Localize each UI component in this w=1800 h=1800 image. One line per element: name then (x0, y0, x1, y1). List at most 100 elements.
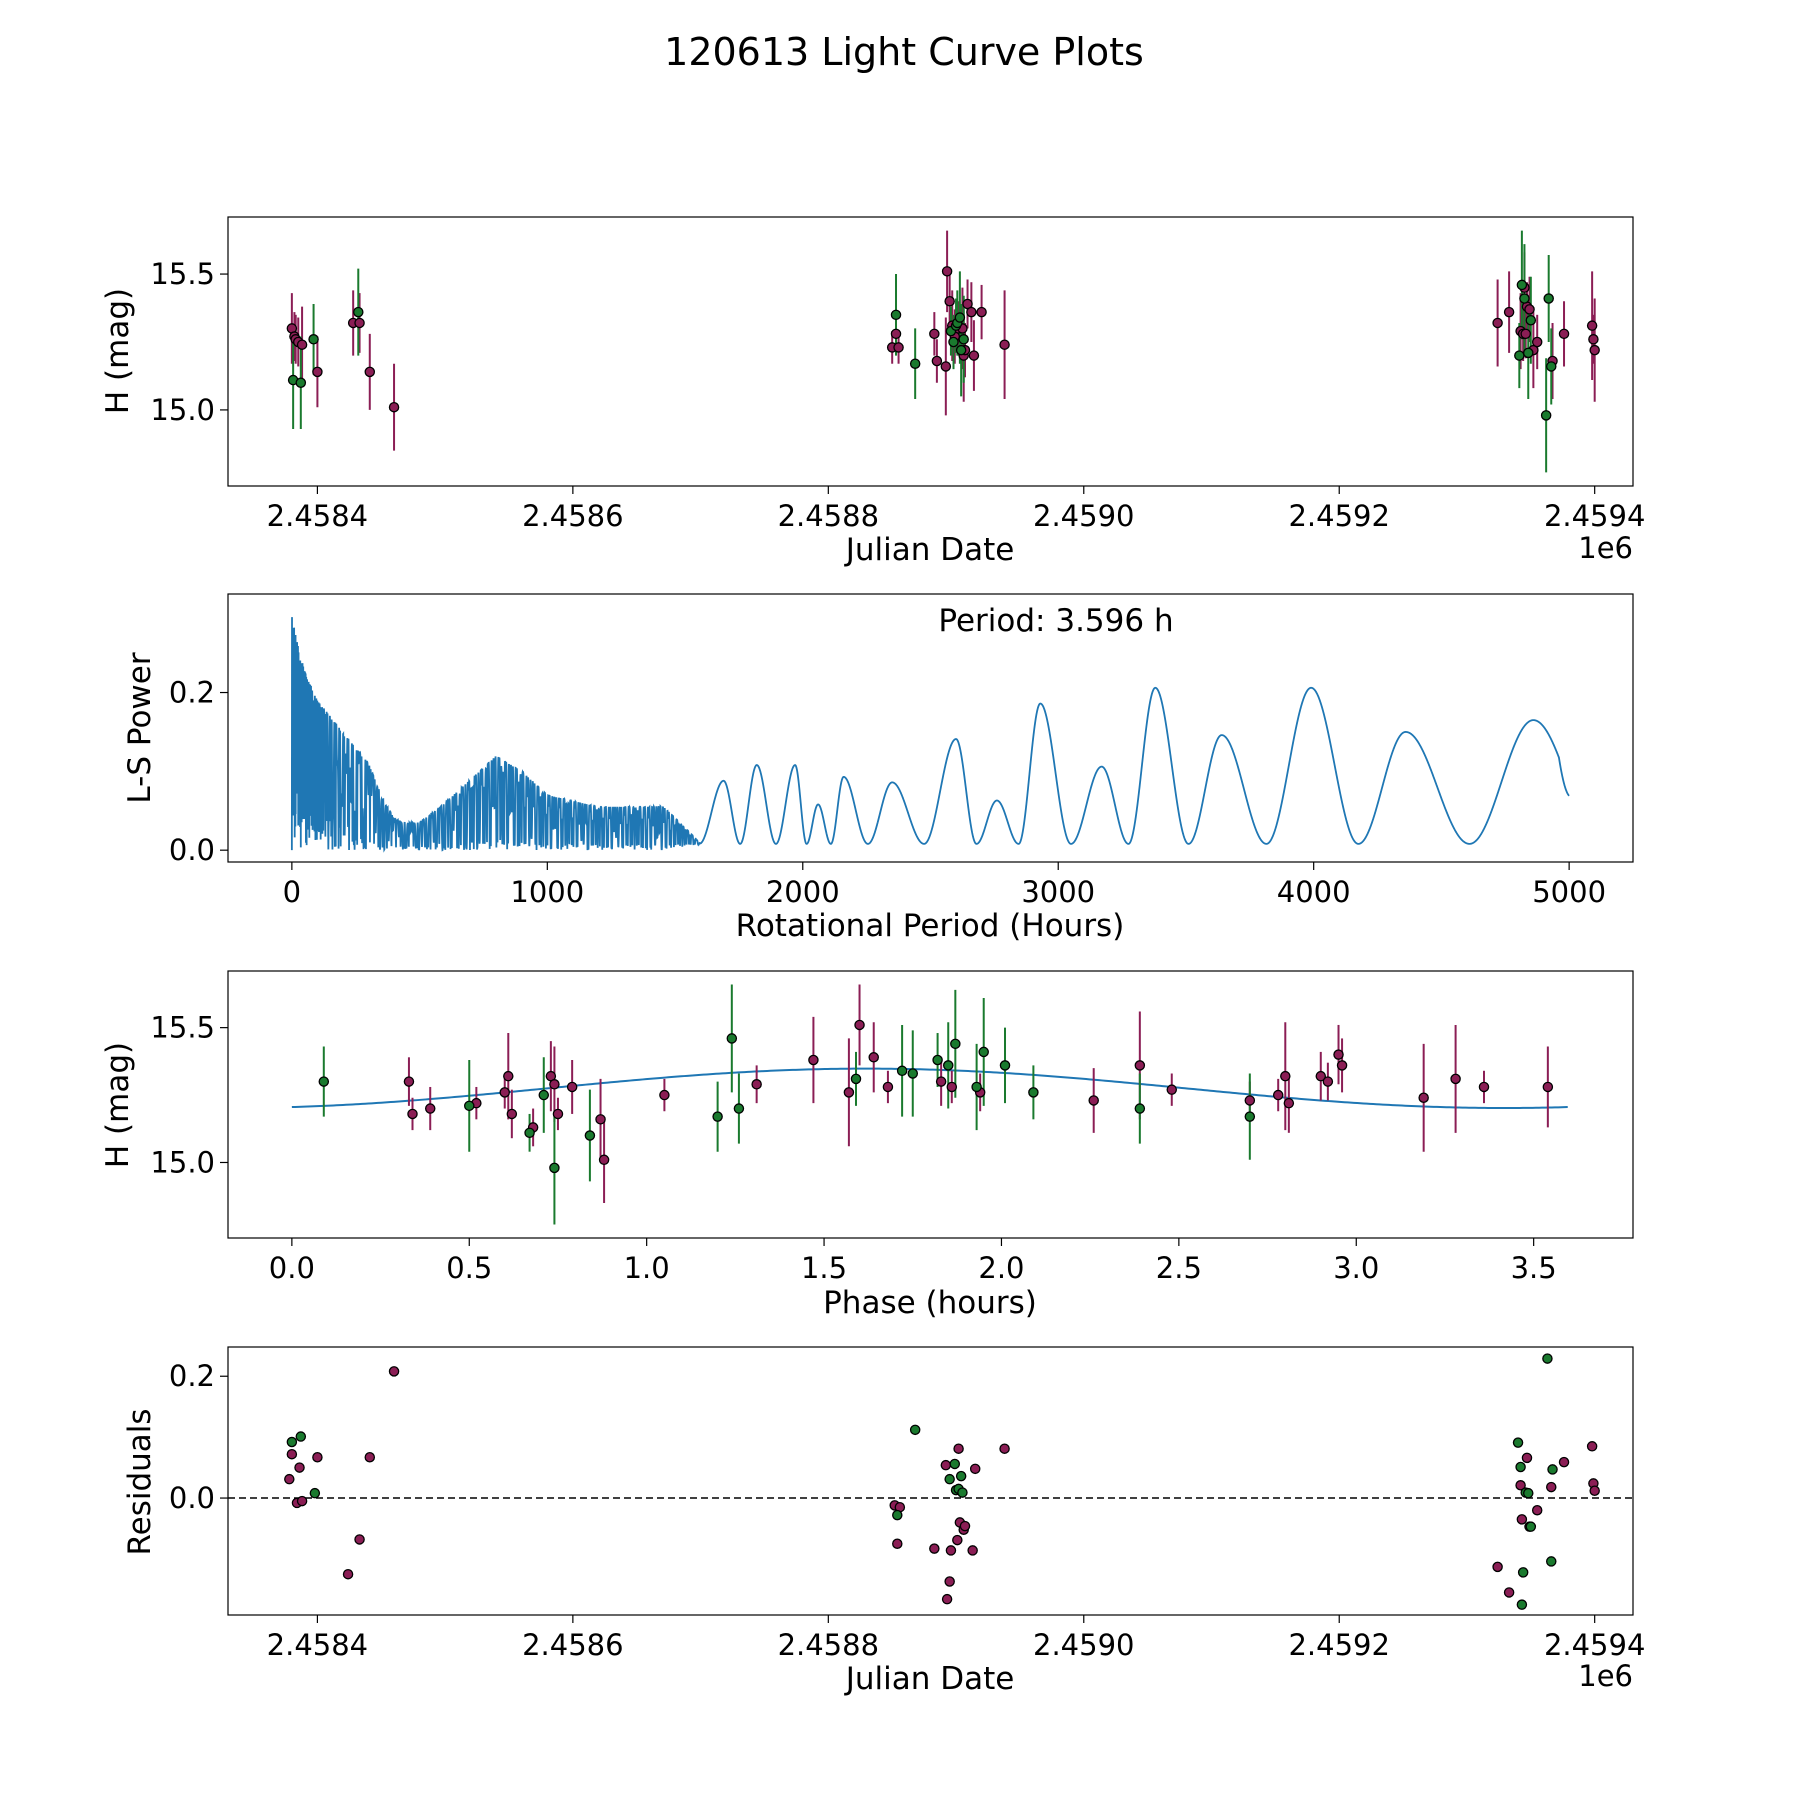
phased-point-filter-a (1166, 1084, 1178, 1095)
residuals-x-tick-label: 2.4594 (1544, 1628, 1645, 1662)
lightcurve-point-filter-b (1519, 293, 1530, 304)
phased-x-ticks: 0.0 0.5 1.0 1.5 2.0 2.5 3.0 3.5 (269, 1238, 1557, 1285)
periodogram-x-tick: 1000 (510, 862, 584, 909)
phased-point-filter-b (978, 1046, 989, 1058)
lightcurve-point-filter-b (954, 312, 966, 323)
periodogram-x-tick-label: 0 (283, 875, 301, 909)
residuals-point-filter-b (1523, 1487, 1534, 1499)
phased-point-filter-b (950, 1038, 961, 1050)
lightcurve-point-filter-a (890, 328, 902, 340)
phased-point-filter-b (1134, 1103, 1146, 1114)
lightcurve-point-filter-b (955, 344, 967, 356)
phased-point-filter-a (499, 1087, 510, 1098)
periodogram-x-tick: 2000 (766, 862, 840, 909)
lightcurve-x-tick-label: 2.4590 (1033, 499, 1134, 533)
phased-x-tick-label: 3.0 (1333, 1251, 1379, 1285)
residuals-point-filter-a (294, 1462, 305, 1473)
phased-point-filter-a (854, 1019, 865, 1031)
residuals-point-filter-b (1547, 1464, 1558, 1475)
residuals-point-filter-a (284, 1473, 295, 1485)
residuals-point-filter-a (952, 1534, 963, 1546)
phased-point-filter-a (1315, 1070, 1327, 1082)
phased-point-filter-a (1333, 1049, 1344, 1060)
phased-point-filter-b (524, 1127, 535, 1139)
phased-point-filter-b (549, 1162, 560, 1174)
residuals-x-tick: 2.4588 (778, 1615, 879, 1662)
periodogram-x-label: Rotational Period (Hours) (736, 908, 1125, 944)
residuals-point-filter-a (1492, 1561, 1503, 1573)
residuals-point-filter-a (312, 1451, 323, 1463)
lightcurve-point-filter-b (958, 334, 969, 345)
residuals-point-filter-b (286, 1436, 298, 1448)
lightcurve-point-filter-a (929, 328, 940, 340)
residuals-x-label: Julian Date (844, 1661, 1015, 1697)
residuals-frame (227, 1346, 1634, 1616)
phased-point-filter-b (712, 1111, 723, 1122)
residuals-point-filter-b (1546, 1556, 1557, 1567)
periodogram-curve (290, 617, 1570, 853)
periodogram-x-tick-label: 2000 (766, 875, 840, 909)
lightcurve-point-filter-b (1543, 293, 1554, 304)
phased-x-tick-label: 3.5 (1511, 1251, 1557, 1285)
phased-point-filter-a (598, 1154, 610, 1166)
residuals-x-tick-label: 2.4586 (522, 1628, 623, 1662)
lightcurve-offset-label: 1e6 (1578, 531, 1633, 565)
lightcurve-point-filter-a (1492, 317, 1503, 329)
residuals-point-filter-a (1515, 1480, 1526, 1491)
residuals-point-filter-a (1558, 1456, 1570, 1468)
phased-point-filter-a (1542, 1081, 1554, 1093)
periodogram-y-tick-label: 0.0 (169, 833, 215, 867)
lightcurve-y-ticks: 15.0 15.5 (150, 257, 228, 427)
residuals-point-filter-a (945, 1545, 957, 1556)
periodogram-y-ticks: 0.0 0.2 (169, 676, 228, 867)
periodogram-curve-layer (290, 617, 1570, 853)
periodogram-x-tick: 5000 (1532, 862, 1606, 909)
residuals-x-tick-label: 2.4592 (1288, 1628, 1389, 1662)
lightcurve-point-filter-b (295, 377, 307, 388)
phased-point-filter-a (1283, 1097, 1295, 1109)
lightcurve-point-filter-a (940, 361, 952, 372)
residuals-point-filter-b (949, 1458, 961, 1470)
residuals-point-filter-a (342, 1568, 354, 1580)
lightcurve-point-filter-a (354, 317, 365, 329)
residuals-point-filter-a (1546, 1481, 1557, 1493)
lightcurve-point-filter-a (893, 342, 904, 353)
residuals-point-filter-a (354, 1534, 365, 1545)
lightcurve-point-filter-a (296, 339, 308, 350)
lightcurve-point-filter-a (931, 355, 943, 367)
phased-point-filter-a (946, 1081, 958, 1093)
phased-points (291, 984, 1568, 1225)
residuals-x-tick: 2.4590 (1033, 1615, 1135, 1662)
lightcurve-point-filter-a (1586, 320, 1598, 331)
residuals-point-filter-b (909, 1424, 921, 1436)
phased-frame (227, 970, 1634, 1239)
phased-point-filter-a (506, 1108, 518, 1120)
phased-x-label: Phase (hours) (823, 1285, 1037, 1321)
periodogram-x-tick-label: 1000 (510, 875, 584, 909)
phased-point-filter-b (584, 1130, 596, 1141)
phased-x-tick-label: 2.5 (1156, 1251, 1202, 1285)
phased-x-tick: 3.0 (1333, 1238, 1379, 1285)
phased-point-filter-a (1322, 1076, 1334, 1087)
lightcurve-point-filter-a (1589, 344, 1600, 356)
phased-point-filter-b (464, 1100, 475, 1112)
residuals-x-tick: 2.4586 (522, 1615, 624, 1662)
residuals-point-filter-a (1589, 1485, 1600, 1496)
lightcurve-x-tick: 2.4588 (778, 486, 879, 533)
phased-point-filter-a (566, 1081, 578, 1093)
periodogram-y-tick: 0.2 (169, 676, 228, 710)
phased-x-tick: 2.5 (1156, 1238, 1202, 1285)
phased-model-curve (291, 1067, 1568, 1110)
lightcurve-point-filter-a (999, 339, 1010, 350)
periodogram-x-ticks: 0 1000 2000 3000 4000 5000 (283, 862, 1606, 909)
lightcurve-point-filter-a (1520, 328, 1531, 340)
phased-point-filter-a (595, 1114, 606, 1125)
phased-y-tick: 15.5 (150, 1011, 228, 1045)
residuals-point-filter-b (944, 1473, 955, 1485)
residuals-point-filter-b (295, 1431, 307, 1442)
periodogram-x-tick: 0 (283, 862, 301, 909)
lightcurve-x-tick-label: 2.4588 (778, 499, 879, 533)
phased-point-filter-a (751, 1079, 762, 1090)
lightcurve-y-tick: 15.5 (150, 257, 228, 291)
residuals-x-tick-label: 2.4590 (1033, 1628, 1134, 1662)
